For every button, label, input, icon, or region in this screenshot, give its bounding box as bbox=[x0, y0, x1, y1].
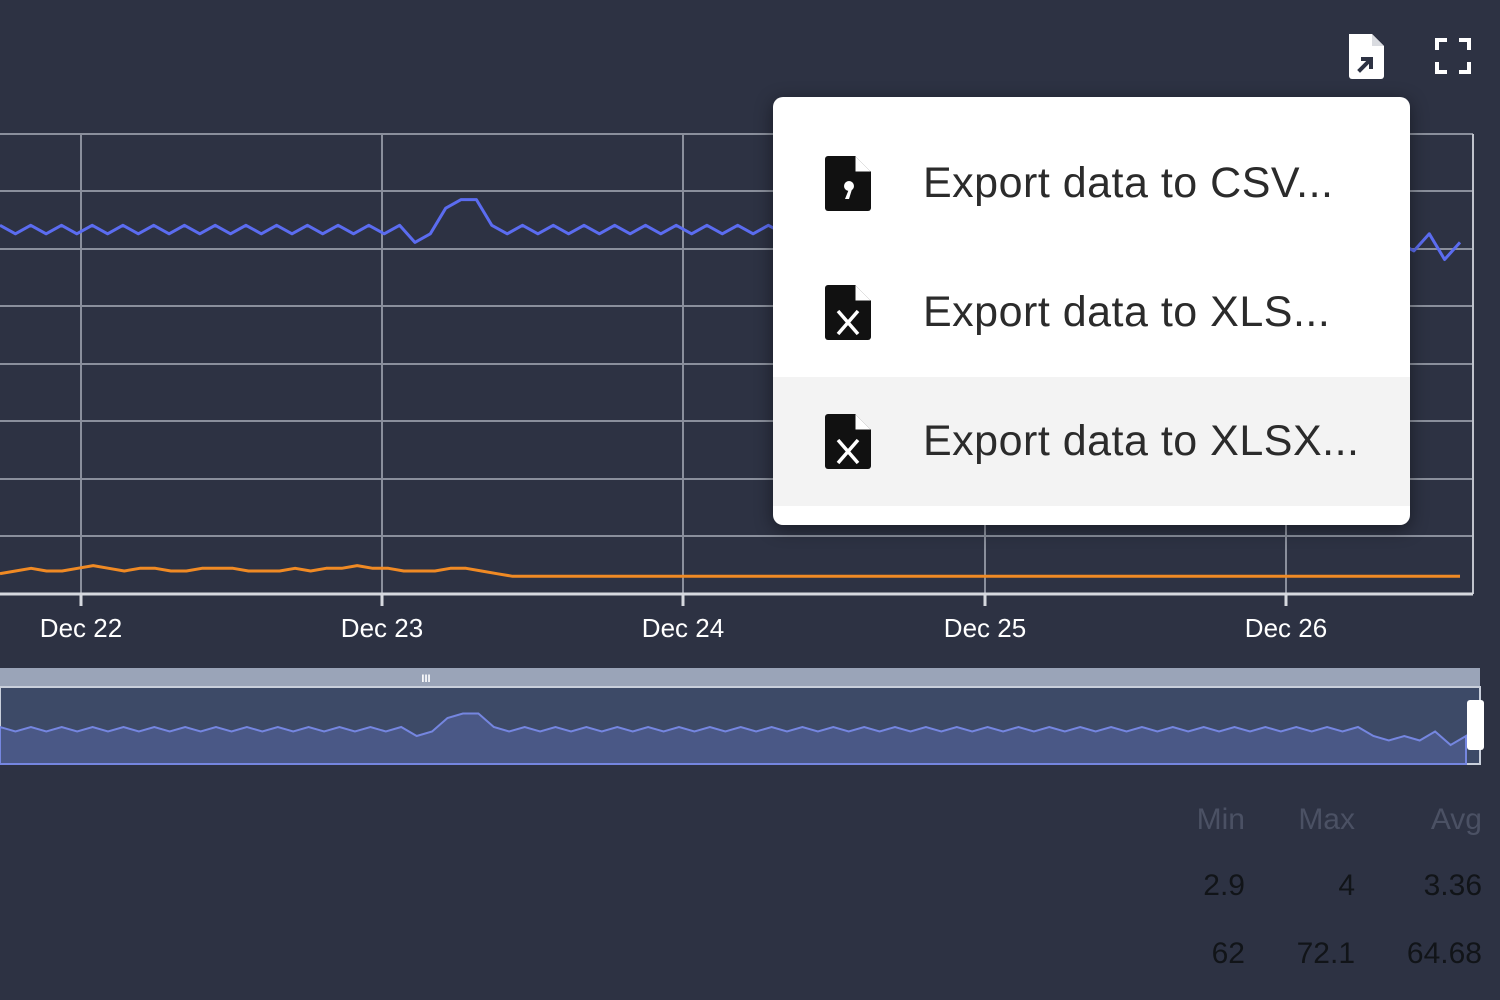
navigator-handle-right[interactable] bbox=[1467, 700, 1484, 750]
menu-item-export-csv[interactable]: Export data to CSV... bbox=[773, 119, 1410, 248]
stats-header-max: Max bbox=[1298, 803, 1355, 836]
menu-item-export-xlsx[interactable]: Export data to XLSX... bbox=[773, 377, 1410, 506]
navigator-area bbox=[0, 712, 1467, 765]
menu-item-export-xls[interactable]: Export data to XLS... bbox=[773, 248, 1410, 377]
horizontal-gridlines bbox=[0, 133, 1473, 537]
fullscreen-icon bbox=[1435, 38, 1471, 74]
csv-file-icon bbox=[825, 156, 871, 211]
x-tick-label: Dec 22 bbox=[40, 613, 122, 643]
stats-row2-min: 62 bbox=[1211, 937, 1245, 970]
stats-row1-min: 2.9 bbox=[1203, 869, 1245, 902]
stats-row1-max: 4 bbox=[1338, 869, 1355, 902]
stats-row1-avg: 3.36 bbox=[1423, 869, 1482, 902]
menu-item-label: Export data to XLS... bbox=[923, 288, 1331, 336]
xlsx-file-icon bbox=[825, 414, 871, 469]
file-export-icon bbox=[1349, 34, 1384, 79]
x-axis-ticks: Dec 22 Dec 23 Dec 24 Dec 25 Dec 26 bbox=[40, 594, 1327, 643]
stats-row2-max: 72.1 bbox=[1296, 937, 1355, 970]
scrollbar-grip[interactable]: III bbox=[421, 673, 430, 685]
menu-item-label: Export data to XLSX... bbox=[923, 417, 1360, 465]
stats-header-avg: Avg bbox=[1430, 803, 1482, 836]
stats-header-min: Min bbox=[1196, 803, 1245, 836]
export-menu: Export data to CSV... Export data to XLS… bbox=[773, 97, 1410, 525]
stats-row2-avg: 64.68 bbox=[1406, 937, 1482, 970]
x-tick-label: Dec 25 bbox=[944, 613, 1026, 643]
x-tick-label: Dec 24 bbox=[642, 613, 724, 643]
navigator[interactable]: III bbox=[0, 668, 1484, 765]
navigator-scrollbar[interactable] bbox=[0, 668, 1480, 687]
xls-file-icon bbox=[825, 285, 871, 340]
series-line-2 bbox=[0, 564, 1460, 578]
menu-item-label: Export data to CSV... bbox=[923, 159, 1334, 207]
x-tick-label: Dec 26 bbox=[1245, 613, 1327, 643]
export-button[interactable] bbox=[1341, 28, 1391, 84]
fullscreen-button[interactable] bbox=[1428, 28, 1478, 84]
x-tick-label: Dec 23 bbox=[341, 613, 423, 643]
